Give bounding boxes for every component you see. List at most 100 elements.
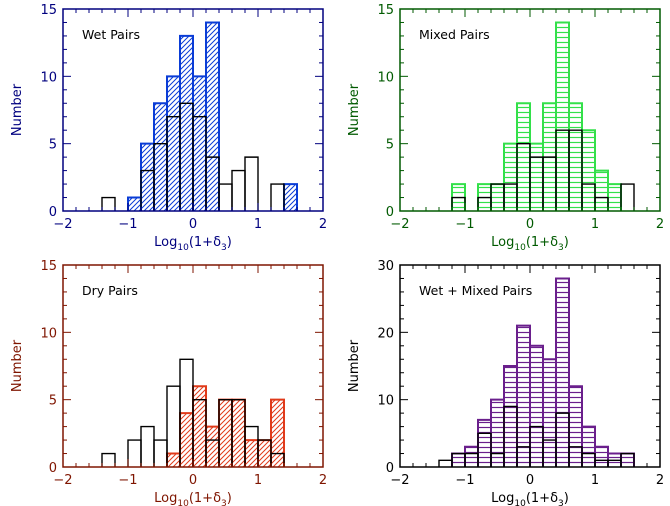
wetmixed-bar-fill bbox=[621, 453, 634, 467]
wet-xtick-label: −1 bbox=[118, 217, 137, 232]
wet-ylabel: Number bbox=[10, 83, 25, 136]
dry-xlabel: Log10(1+δ3) bbox=[154, 491, 232, 506]
wetmixed-bar-fill bbox=[452, 453, 465, 467]
dry-bar-fill bbox=[219, 399, 232, 467]
wetmixed-panel-label: Wet + Mixed Pairs bbox=[419, 283, 532, 298]
wetmixed-xtick-label: −1 bbox=[455, 473, 474, 488]
mixed-bar-fill bbox=[569, 103, 582, 211]
mixed-ytick-label: 15 bbox=[377, 3, 394, 18]
mixed-xlabel: Log10(1+δ3) bbox=[491, 235, 569, 253]
mixed-ytick-label: 10 bbox=[377, 70, 394, 85]
wetmixed-bar-fill bbox=[517, 325, 530, 467]
wetmixed-bar-outline bbox=[438, 459, 453, 467]
wetmixed-xtick-label: −2 bbox=[390, 473, 409, 488]
wet-bar-fill bbox=[284, 184, 297, 211]
dry-bar-fill bbox=[271, 399, 284, 467]
dry-bar-fill bbox=[206, 426, 219, 467]
wet-ytick-label: 0 bbox=[49, 205, 57, 220]
dry-xtick-label: 2 bbox=[319, 473, 327, 488]
dry-bar-fill bbox=[193, 386, 206, 467]
mixed-bar-fill bbox=[517, 103, 530, 211]
mixed-bar-outline bbox=[568, 129, 583, 211]
wetmixed-xtick-label: 1 bbox=[591, 473, 599, 488]
wet-xtick-label: −2 bbox=[53, 217, 72, 232]
dry-bar-fill bbox=[232, 399, 245, 467]
mixed-bar-outline bbox=[620, 183, 635, 211]
dry-bar-outline bbox=[192, 398, 207, 467]
wet-xtick-label: 1 bbox=[254, 217, 262, 232]
dry-xtick-label: −1 bbox=[118, 473, 137, 488]
dry-panel-label: Dry Pairs bbox=[82, 283, 138, 298]
wet-bar-outline bbox=[244, 156, 259, 211]
wetmixed-ytick-label: 10 bbox=[377, 394, 394, 409]
dry-bar-outline bbox=[153, 439, 168, 467]
wet-ytick-label: 5 bbox=[49, 138, 57, 153]
wet-ytick-label: 10 bbox=[40, 70, 57, 85]
mixed-bar-fill bbox=[504, 143, 517, 211]
mixed-ytick-label: 5 bbox=[386, 138, 394, 153]
wetmixed-bar-fill bbox=[543, 359, 556, 467]
mixed-xtick-label: −1 bbox=[455, 217, 474, 232]
dry-bar-outline bbox=[101, 452, 116, 467]
wetmixed-ytick-label: 0 bbox=[386, 461, 394, 476]
wet-bar-fill bbox=[141, 143, 154, 211]
wetmixed-bar-fill bbox=[582, 426, 595, 467]
mixed-bar-fill bbox=[530, 143, 543, 211]
wet-ytick-label: 15 bbox=[40, 3, 57, 18]
wet-bar-outline bbox=[101, 196, 116, 211]
mixed-xtick-label: 2 bbox=[656, 217, 664, 232]
dry-bar-outline bbox=[140, 425, 155, 467]
panel-mixed: −2 −1 0 1 2 0 5 10 15 Number Log10(1+δ3) Mixed Pair… bbox=[347, 3, 664, 253]
wetmixed-bar-fill bbox=[478, 419, 491, 467]
dry-ytick-label: 15 bbox=[40, 259, 57, 274]
wet-bar-fill bbox=[193, 76, 206, 211]
wet-panel-label: Wet Pairs bbox=[82, 27, 140, 42]
dry-bar-fill bbox=[245, 440, 258, 467]
wetmixed-bar-outline bbox=[620, 452, 635, 467]
wetmixed-bar-fill bbox=[595, 446, 608, 467]
mixed-panel-label: Mixed Pairs bbox=[419, 27, 490, 42]
dry-bar-fill bbox=[167, 453, 180, 467]
dry-bar-fill bbox=[258, 440, 271, 467]
dry-ytick-label: 10 bbox=[40, 326, 57, 341]
wet-xlabel: Log10(1+δ3) bbox=[154, 235, 232, 253]
wetmixed-bar-fill bbox=[556, 278, 569, 467]
mixed-xtick-label: 1 bbox=[591, 217, 599, 232]
dry-xtick-label: −2 bbox=[53, 473, 72, 488]
wetmixed-bar-fill bbox=[569, 386, 582, 467]
dry-xtick-label: 0 bbox=[189, 473, 197, 488]
wetmixed-bar-fill bbox=[530, 345, 543, 467]
wetmixed-xlabel: Log10(1+δ3) bbox=[491, 491, 569, 506]
wet-bar-fill bbox=[180, 35, 193, 211]
wet-xtick-label: 0 bbox=[189, 217, 197, 232]
wetmixed-ytick-label: 30 bbox=[377, 259, 394, 274]
panel-dry: −2 −1 0 1 2 0 5 10 15 Number Log10(1+δ3) Dry Pairs bbox=[10, 259, 327, 506]
wetmixed-bar-fill bbox=[491, 399, 504, 467]
wetmixed-ytick-label: 20 bbox=[377, 326, 394, 341]
mixed-bar-fill bbox=[595, 170, 608, 211]
wet-bar-fill bbox=[206, 22, 219, 211]
dry-bar-outline bbox=[270, 452, 285, 467]
wetmixed-bar-fill bbox=[504, 366, 517, 467]
wet-bar-outline bbox=[218, 183, 233, 211]
wet-xtick-label: 2 bbox=[319, 217, 327, 232]
wetmixed-xtick-label: 2 bbox=[656, 473, 664, 488]
wetmixed-bar-outline bbox=[503, 405, 518, 467]
mixed-xtick-label: −2 bbox=[390, 217, 409, 232]
panel-wet: −2 −1 0 1 2 0 5 10 15 Number Log10(1+δ3) Wet Pairs bbox=[10, 3, 327, 253]
dry-bar-fill bbox=[180, 413, 193, 467]
mixed-bar-fill bbox=[582, 130, 595, 211]
mixed-ylabel: Number bbox=[347, 83, 362, 136]
wetmixed-bar-edge bbox=[555, 277, 570, 467]
wet-bar-fill bbox=[154, 103, 167, 211]
wetmixed-bar-outline bbox=[477, 432, 492, 467]
dry-ytick-label: 0 bbox=[49, 461, 57, 476]
wet-bar-outline bbox=[270, 183, 285, 211]
mixed-ytick-label: 0 bbox=[386, 205, 394, 220]
wetmixed-bar-fill bbox=[465, 446, 478, 467]
wet-bar-outline bbox=[231, 169, 246, 211]
dry-xtick-label: 1 bbox=[254, 473, 262, 488]
mixed-bar-fill bbox=[556, 22, 569, 211]
